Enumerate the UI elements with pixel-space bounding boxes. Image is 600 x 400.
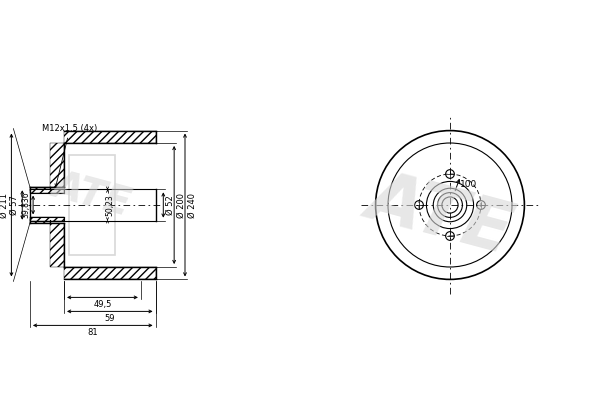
Text: 50,23: 50,23 bbox=[105, 194, 114, 216]
Text: M12x1.5 (4x): M12x1.5 (4x) bbox=[43, 124, 98, 187]
Bar bbox=[69, 155, 115, 255]
Text: 480019: 480019 bbox=[376, 9, 464, 29]
Text: ATE: ATE bbox=[360, 162, 520, 268]
Text: Ø 240: Ø 240 bbox=[188, 192, 197, 218]
Text: Ø 211: Ø 211 bbox=[0, 192, 8, 218]
Text: ATE: ATE bbox=[49, 166, 135, 224]
Text: 49,5: 49,5 bbox=[93, 300, 112, 310]
Text: 24.0220-0018.1: 24.0220-0018.1 bbox=[106, 9, 290, 29]
Text: Ø 52: Ø 52 bbox=[166, 195, 175, 215]
Text: Ø 57: Ø 57 bbox=[10, 195, 19, 215]
Text: 39,836: 39,836 bbox=[21, 192, 30, 218]
Text: 59: 59 bbox=[104, 314, 115, 323]
Text: 81: 81 bbox=[88, 328, 98, 338]
Text: 100: 100 bbox=[460, 180, 478, 189]
Text: Ø 200: Ø 200 bbox=[177, 192, 186, 218]
